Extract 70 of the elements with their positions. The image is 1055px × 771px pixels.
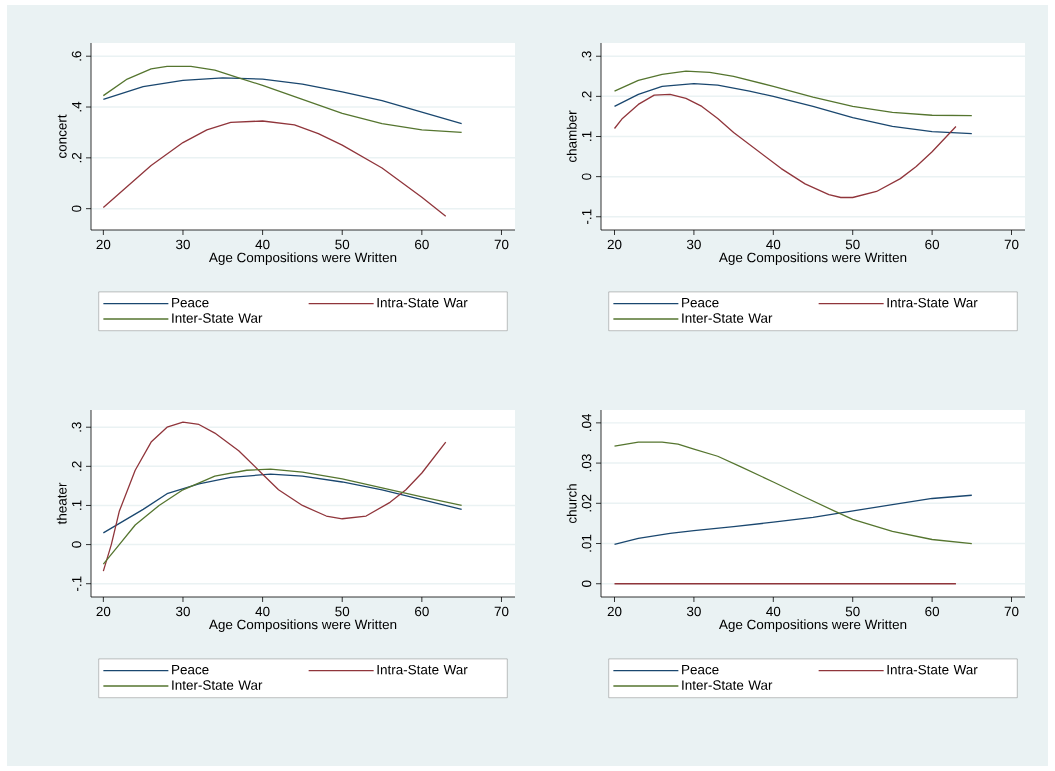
legend-label: Inter-State War: [682, 680, 773, 690]
line-series: [102, 120, 447, 217]
y-tick-label: 0: [71, 541, 82, 548]
y-tick-label: .2: [71, 152, 82, 163]
y-tick-label: .02: [581, 494, 592, 512]
x-axis-title: Age Compositions were Written: [208, 252, 397, 265]
legend-label: Peace: [172, 664, 209, 675]
y-tick-label: .2: [71, 461, 82, 471]
x-tick-label: 60: [415, 606, 429, 617]
legend-label: Peace: [172, 297, 209, 308]
x-tick-label: 30: [176, 606, 190, 617]
x-tick-label: 50: [845, 239, 860, 250]
x-tick-label: 60: [415, 239, 429, 250]
y-tick-label: .04: [581, 413, 592, 431]
y-tick-label: .4: [72, 101, 82, 112]
y-tick-label: .01: [581, 534, 592, 552]
x-axis-title: Age Compositions were Written: [718, 252, 907, 265]
y-tick-label: .2: [581, 91, 592, 101]
x-tick-label: 20: [607, 239, 622, 250]
x-tick-label: 50: [335, 239, 350, 250]
y-tick-label: .1: [582, 131, 592, 141]
y-tick-label: .1: [72, 500, 82, 510]
legend-label: Peace: [682, 664, 719, 675]
legend-label: Intra-State War: [887, 297, 978, 308]
x-tick-label: 40: [766, 239, 781, 250]
x-tick-label: 40: [766, 606, 781, 617]
line-series: [102, 468, 463, 565]
y-tick-label: 0: [71, 205, 82, 212]
legend-label: Intra-State War: [377, 664, 468, 675]
x-tick-label: 20: [607, 606, 622, 617]
x-tick-label: 40: [255, 239, 270, 250]
y-axis-title: concert: [57, 114, 67, 158]
x-tick-label: 30: [686, 239, 701, 250]
x-tick-label: 40: [255, 606, 270, 617]
y-tick-label: 0: [581, 580, 592, 587]
x-tick-label: 50: [845, 606, 860, 617]
y-tick-label: -.1: [582, 209, 592, 225]
legend-label: Intra-State War: [887, 664, 978, 675]
legend-label: Intra-State War: [377, 297, 468, 308]
y-tick-label: -.1: [72, 576, 82, 591]
x-tick-label: 70: [1004, 239, 1019, 250]
line-series: [613, 82, 973, 135]
y-tick-label: .03: [581, 454, 592, 472]
x-tick-label: 30: [686, 606, 701, 617]
y-tick-label: .6: [71, 51, 82, 61]
legend-label: Inter-State War: [682, 313, 773, 323]
x-tick-label: 70: [494, 239, 509, 250]
line-series: [102, 65, 463, 134]
x-tick-label: 20: [96, 606, 111, 617]
x-tick-label: 60: [925, 606, 940, 617]
y-tick-label: .3: [581, 51, 592, 61]
line-series: [613, 70, 973, 117]
y-axis-title: chamber: [566, 110, 577, 163]
y-tick-label: 0: [581, 173, 592, 180]
x-tick-label: 30: [176, 239, 190, 250]
line-series: [613, 441, 973, 545]
y-axis-title: church: [566, 484, 577, 524]
x-tick-label: 70: [494, 606, 509, 617]
y-tick-label: .3: [71, 422, 82, 432]
legend-label: Peace: [682, 297, 719, 308]
x-tick-label: 20: [96, 239, 111, 250]
x-axis-title: Age Compositions were Written: [208, 619, 397, 632]
x-tick-label: 70: [1004, 606, 1019, 617]
y-axis-title: theater: [56, 482, 67, 525]
x-tick-label: 50: [335, 606, 350, 617]
line-series: [102, 421, 447, 572]
x-tick-label: 60: [925, 239, 940, 250]
legend-label: Inter-State War: [172, 313, 263, 323]
legend-label: Inter-State War: [172, 680, 263, 690]
x-axis-title: Age Compositions were Written: [718, 619, 907, 632]
